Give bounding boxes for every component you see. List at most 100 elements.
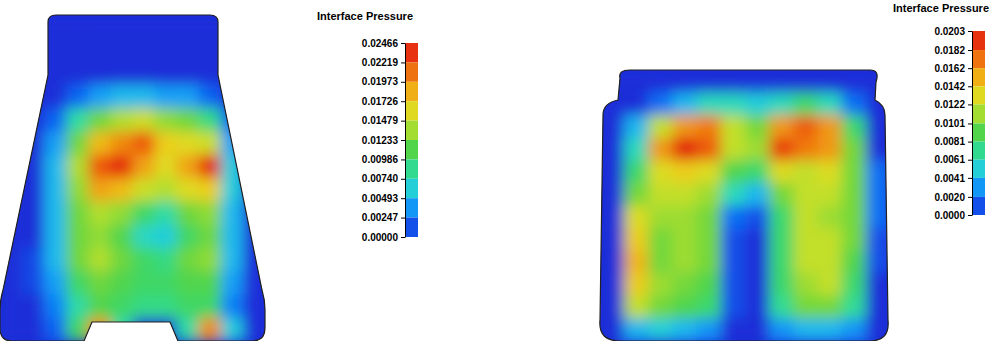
heat-cell [110, 318, 133, 341]
tick: 0.01233 [362, 135, 405, 146]
heat-cell [44, 108, 67, 132]
heat-cell [624, 251, 649, 274]
heat-cell [745, 318, 770, 341]
heat-cell [177, 15, 200, 39]
heat-cell [648, 228, 673, 251]
heat-cell [673, 296, 698, 319]
tick-mark [401, 237, 405, 238]
color-band [405, 198, 418, 217]
heat-cell [818, 70, 843, 93]
heat-cell [721, 318, 746, 341]
heat-cell [22, 225, 45, 249]
heat-cell [697, 273, 722, 296]
heat-cell [697, 138, 722, 161]
heat-cell [110, 201, 133, 225]
heat-cell [600, 115, 625, 138]
heat-cell [22, 15, 45, 39]
heat-cell [66, 294, 89, 318]
canvas: 0.024660.022190.019730.017260.014790.012… [0, 0, 991, 341]
heat-cell [0, 62, 23, 86]
color-band [972, 197, 985, 215]
tick: 0.00986 [362, 154, 405, 165]
colorbar-title: Interface Pressure [893, 2, 989, 14]
color-band [405, 121, 418, 140]
heat-cell [673, 318, 698, 341]
heat-cell [177, 155, 200, 179]
heat-cell [133, 271, 156, 295]
heat-cell [66, 62, 89, 86]
heat-cell [199, 294, 222, 318]
heat-cell [842, 206, 867, 229]
heat-cell [600, 273, 625, 296]
heat-cell [600, 206, 625, 229]
heat-cell [600, 138, 625, 161]
heat-cell [769, 251, 794, 274]
heat-cell [243, 108, 266, 132]
heat-cell [697, 183, 722, 206]
tick-mark [401, 198, 405, 199]
tick: 0.01973 [362, 76, 405, 87]
heat-cell [44, 131, 67, 155]
heat-cell [648, 206, 673, 229]
heat-cell [155, 248, 178, 272]
heat-cell [110, 131, 133, 155]
color-axis: 0.024660.022190.019730.017260.014790.012… [362, 38, 406, 243]
heat-cell [648, 138, 673, 161]
heat-cell [243, 294, 266, 318]
tick-mark [401, 82, 405, 83]
heat-cell [673, 251, 698, 274]
heat-cell [818, 318, 843, 341]
heat-cell [745, 93, 770, 116]
tick-mark [968, 178, 972, 179]
heat-cell [133, 318, 156, 341]
heat-cell [745, 138, 770, 161]
heat-cell [673, 70, 698, 93]
heat-cell [199, 108, 222, 132]
heat-cell [842, 296, 867, 319]
heat-cell [44, 271, 67, 295]
heat-cell [133, 248, 156, 272]
heat-cell [0, 108, 23, 132]
heat-cell [818, 138, 843, 161]
heat-cell [221, 225, 244, 249]
heat-cell [842, 160, 867, 183]
tick-label: 0.01973 [362, 76, 399, 87]
tick-mark [968, 68, 972, 69]
cell-clip [0, 15, 266, 341]
heat-cell [745, 183, 770, 206]
heat-cell [133, 294, 156, 318]
heat-cell [721, 273, 746, 296]
heat-cell [88, 131, 111, 155]
heat-cell [66, 15, 89, 39]
heat-cell [697, 318, 722, 341]
color-axis: 0.02030.01820.01620.01420.01220.01010.00… [934, 26, 972, 221]
color-band [972, 31, 985, 50]
heat-cell [199, 225, 222, 249]
color-band [972, 104, 985, 123]
heat-cell [600, 296, 625, 319]
heat-cell [648, 183, 673, 206]
heat-cell [818, 251, 843, 274]
heat-cell [155, 155, 178, 179]
heat-cell [818, 206, 843, 229]
heat-cell [697, 70, 722, 93]
heat-cell [44, 178, 67, 202]
tick: 0.02219 [362, 57, 405, 68]
heat-cell [673, 160, 698, 183]
heat-cell [22, 108, 45, 132]
color-band [405, 140, 418, 159]
heat-cell [221, 201, 244, 225]
heat-cell [600, 183, 625, 206]
heat-cell [221, 62, 244, 86]
tick: 0.0081 [934, 136, 972, 147]
tick-label: 0.02219 [362, 57, 399, 68]
heat-cell [673, 93, 698, 116]
heat-cell [769, 115, 794, 138]
tick-label: 0.0182 [934, 45, 965, 56]
tick-mark [968, 86, 972, 87]
color-band [405, 101, 418, 120]
heat-cell [177, 271, 200, 295]
heat-cell [624, 206, 649, 229]
heat-cell [842, 93, 867, 116]
heat-cell [624, 70, 649, 93]
